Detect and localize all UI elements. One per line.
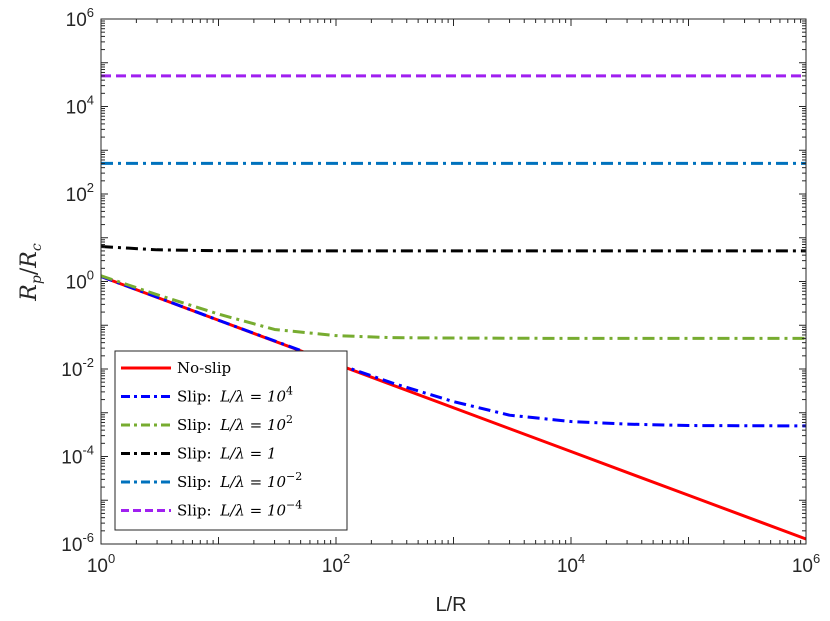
legend: No-slip Slip: L/λ = 104 Slip: L/λ = 102 Sli… [114,350,348,531]
legend-label: Slip: L/λ = 102 [177,413,293,434]
y-label-denominator-subscript: c [29,243,45,251]
legend-label: No-slip [177,359,231,377]
y-tick-label: 104 [66,93,94,119]
x-tick-label: 100 [87,551,115,577]
legend-item-5: Slip: L/λ = 10−4 [121,499,302,520]
axis-ticks [100,18,807,545]
y-tick-label: 10-6 [61,530,94,556]
y-label-denominator: R [17,251,42,269]
legend-label: Slip: L/λ = 10−4 [177,499,302,520]
legend-item-1: Slip: L/λ = 104 [121,385,293,406]
series-line-1 [100,275,807,428]
legend-item-3: Slip: L/λ = 1 [121,445,276,463]
legend-items: No-slip Slip: L/λ = 104 Slip: L/λ = 102 Sli… [121,359,302,520]
series-line-2 [100,274,806,340]
legend-item-0: No-slip [121,359,231,377]
legend-box [114,350,348,531]
y-label-numerator: R [17,284,42,302]
y-tick-label: 10-2 [61,355,94,381]
y-tick-label: 10-4 [61,443,94,469]
legend-label: Slip: L/λ = 1 [177,445,276,463]
y-label-numerator-subscript: p [29,275,45,284]
y-axis-label-text: Rp/Rc [17,243,45,302]
y-tick-label: 100 [66,268,94,294]
x-tick-label: 104 [557,551,585,577]
series-layer [100,74,807,541]
tick-labels: 100 102 104 106 10-6 10-4 10-2 100 102 104 106 [61,5,820,577]
y-tick-label: 102 [66,180,94,206]
x-tick-label: 106 [792,551,820,577]
y-tick-label: 106 [66,5,94,31]
legend-label: Slip: L/λ = 10−2 [177,470,302,491]
legend-item-2: Slip: L/λ = 102 [121,413,293,434]
legend-item-4: Slip: L/λ = 10−2 [121,470,302,491]
y-axis-label: Rp/Rc [17,243,45,302]
legend-label: Slip: L/λ = 104 [177,385,293,406]
x-tick-label: 102 [322,551,350,577]
x-axis-label: L/R [435,594,466,616]
